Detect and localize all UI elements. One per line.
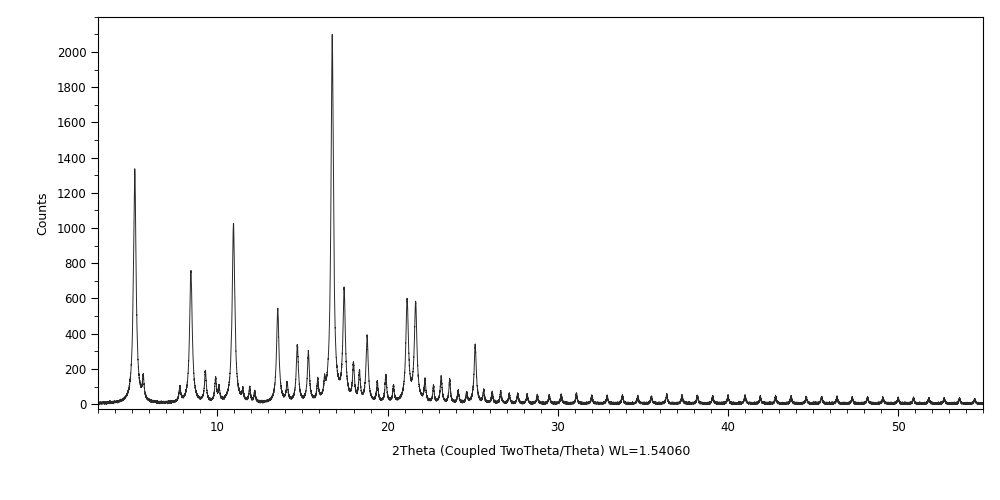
X-axis label: 2Theta (Coupled TwoTheta/Theta) WL=1.54060: 2Theta (Coupled TwoTheta/Theta) WL=1.540…: [392, 446, 690, 458]
Y-axis label: Counts: Counts: [37, 192, 50, 235]
